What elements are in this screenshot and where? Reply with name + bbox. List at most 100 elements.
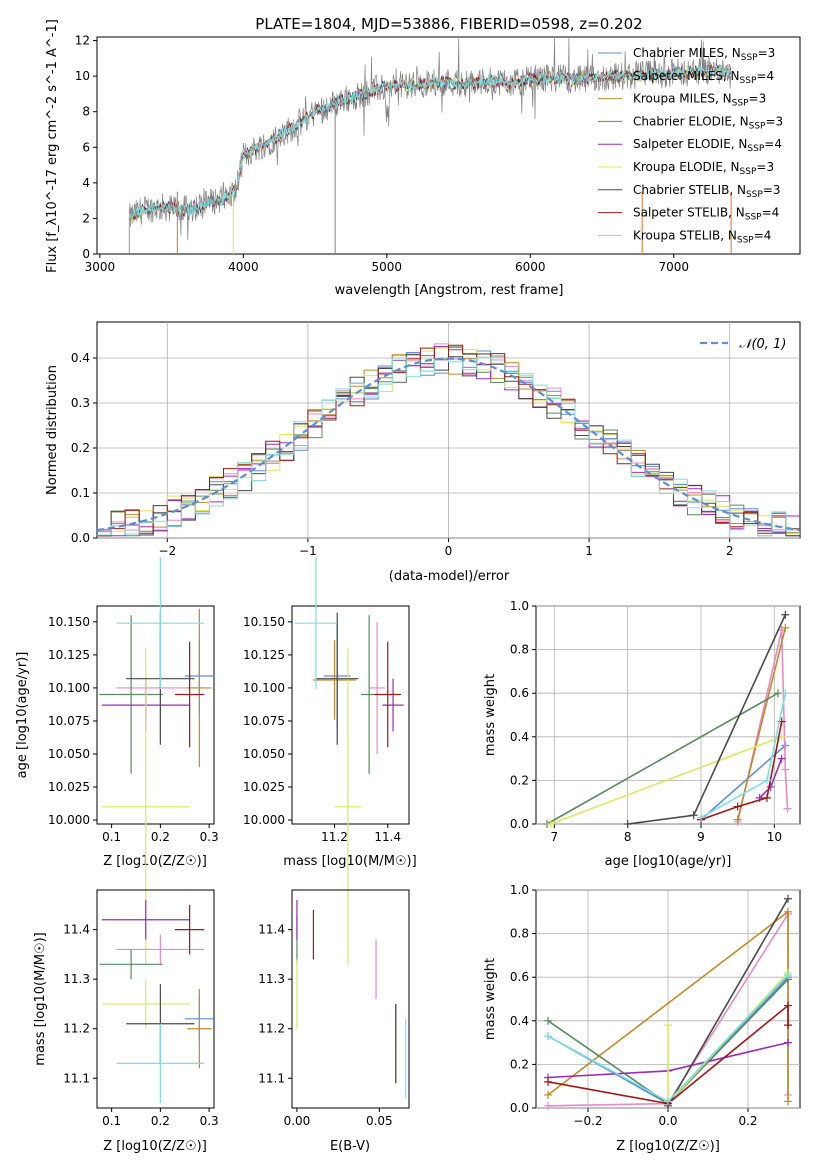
weight-marker-2	[784, 1097, 792, 1106]
panel-age-vs-mass: mass [log10(M/M☉)] 11.2 11.4 10.000 10.025 1…	[243, 557, 417, 966]
weight-marker-7	[763, 793, 771, 802]
plot-frame	[535, 605, 801, 825]
weight-marker-1	[544, 1101, 552, 1110]
y-tick-label: 10.050	[48, 747, 90, 761]
panel-weight-vs-z: Z [log10(Z/Z☉)] mass weight −0.2 0.0 0.2 0.…	[483, 883, 801, 1154]
x-tick-label: 0.3	[200, 830, 219, 844]
x-axis-label: mass [log10(M/M☉)]	[283, 854, 416, 869]
y-tick-label: 6	[82, 140, 90, 154]
x-tick-label: 0.0	[658, 1114, 677, 1128]
plot-frame	[96, 36, 801, 255]
y-tick-label: 4	[82, 176, 90, 190]
x-tick-label: 6000	[515, 260, 546, 274]
y-tick-label: 10.000	[48, 813, 90, 827]
y-tick-label: 10.150	[243, 615, 285, 629]
y-tick-label: 10.150	[48, 615, 90, 629]
y-tick-label: 11.2	[258, 1022, 285, 1036]
plot-frame	[291, 605, 410, 825]
x-tick-label: 8	[624, 830, 632, 844]
x-tick-label: 11.2	[321, 830, 348, 844]
histogram-step-8	[97, 356, 800, 537]
histogram-step-6	[97, 353, 800, 537]
y-tick-label: 12	[75, 34, 90, 48]
x-tick-label: 0.00	[284, 1114, 311, 1128]
y-tick-label: 0.0	[71, 531, 90, 545]
x-axis-label: (data-model)/error	[389, 569, 510, 584]
plot-frame	[291, 889, 410, 1109]
x-tick-label: 0.1	[102, 830, 121, 844]
weight-marker-1	[783, 804, 792, 813]
x-tick-label: −2	[158, 544, 176, 558]
y-tick-label: 0.2	[510, 773, 529, 787]
y-tick-label: 0.8	[510, 927, 529, 941]
y-tick-label: 0.4	[510, 1014, 529, 1028]
y-tick-label: 11.1	[63, 1071, 90, 1085]
y-tick-label: 0.2	[510, 1057, 529, 1071]
weight-marker-7	[784, 1001, 792, 1010]
weight-marker-2	[733, 815, 742, 824]
weight-line-5	[550, 736, 782, 825]
model-line-8	[128, 64, 732, 221]
y-axis-label: Flux [f_λ10^-17 erg cm^-2 s^-1 A^-1]	[45, 19, 60, 273]
y-tick-label: 10.025	[243, 780, 285, 794]
weight-marker-7	[784, 1021, 792, 1030]
histogram-step-7	[97, 344, 800, 537]
weight-marker-8	[697, 813, 705, 822]
x-tick-label: 4000	[228, 260, 259, 274]
x-tick-label: 0.2	[738, 1114, 757, 1128]
weight-marker-1	[781, 765, 790, 774]
y-tick-label: 11.4	[258, 923, 285, 937]
y-tick-label: 1.0	[510, 599, 529, 613]
plot-frame	[96, 605, 215, 825]
weight-marker-8	[544, 1032, 552, 1041]
x-tick-label: 0.3	[200, 1114, 219, 1128]
y-axis-label: mass weight	[483, 958, 498, 1040]
normal-curve	[96, 357, 801, 532]
y-tick-label: 0.6	[510, 970, 529, 984]
y-tick-label: 0.1	[71, 486, 90, 500]
y-tick-label: 11.2	[63, 1022, 90, 1036]
x-axis-label: wavelength [Angstrom, rest frame]	[335, 283, 564, 298]
weight-marker-8	[781, 689, 790, 698]
y-tick-label: 2	[82, 211, 90, 225]
x-tick-label: 3000	[85, 260, 116, 274]
panel-mass-vs-ebv: E(B-V) 0.00 0.05 11.1 11.2 11.3 11.4	[258, 889, 410, 1154]
panel-weight-vs-age: age [log10(age/yr)] mass weight 7 8 9 10 0.0…	[483, 599, 801, 869]
weight-marker-5	[546, 820, 555, 828]
y-tick-label: 0.3	[71, 396, 90, 410]
weight-marker-4	[766, 782, 775, 791]
legend-label-0: Chabrier MILES, NSSP=3	[633, 46, 775, 63]
y-tick-label: 10.075	[243, 714, 285, 728]
panel-mass-vs-z: Z [log10(Z/Z☉)] mass [log10(M/M☉)] 0.1 0.…	[33, 889, 219, 1154]
legend-label-2: Kroupa MILES, NSSP=3	[633, 92, 766, 109]
weight-marker-6	[623, 820, 632, 828]
y-tick-label: 1.0	[510, 883, 529, 897]
legend-label-4: Salpeter ELODIE, NSSP=4	[633, 137, 782, 154]
weight-marker-5	[664, 1021, 672, 1030]
weight-marker-6	[689, 811, 698, 820]
y-axis-label: mass [log10(M/M☉)]	[33, 932, 48, 1065]
y-tick-label: 10.125	[48, 648, 90, 662]
legend-label-3: Chabrier ELODIE, NSSP=3	[633, 114, 783, 131]
x-tick-label: −1	[299, 544, 317, 558]
y-tick-label: 11.1	[258, 1071, 285, 1085]
x-tick-label: 10	[767, 830, 782, 844]
legend-label-5: Kroupa ELODIE, NSSP=3	[633, 160, 774, 177]
weight-marker-4	[777, 754, 786, 763]
y-tick-label: 0.2	[71, 441, 90, 455]
weight-marker-2	[544, 1090, 552, 1099]
y-tick-label: 10.125	[243, 648, 285, 662]
x-axis-label: Z [log10(Z/Z☉)]	[616, 1139, 720, 1154]
y-tick-label: 10.025	[48, 780, 90, 794]
weight-marker-8	[784, 971, 792, 980]
weight-marker-3	[774, 689, 782, 698]
legend-label-1: Salpeter MILES, NSSP=4	[633, 69, 774, 86]
y-axis-label: mass weight	[483, 674, 498, 756]
weight-marker-6	[781, 610, 790, 619]
y-tick-label: 0.0	[510, 817, 529, 831]
y-tick-label: 10.050	[243, 747, 285, 761]
x-tick-label: 9	[697, 830, 705, 844]
y-tick-label: 0	[82, 247, 90, 261]
y-tick-label: 10	[75, 69, 90, 83]
y-tick-label: 0.6	[510, 686, 529, 700]
